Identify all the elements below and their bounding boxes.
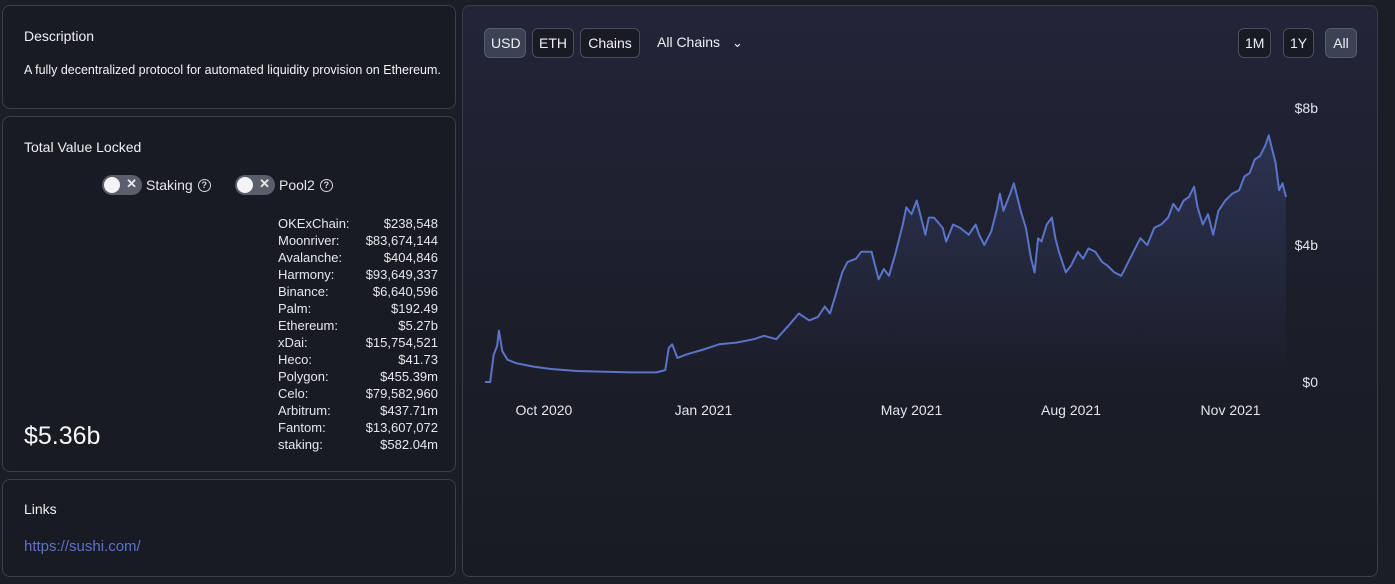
chain-row: Palm: $192.49 [278, 300, 438, 317]
y-tick-label: $4b [1295, 237, 1319, 253]
chain-row: Arbitrum: $437.71m [278, 402, 438, 419]
chain-value: $83,674,144 [365, 233, 438, 248]
x-tick-label: Aug 2021 [1041, 402, 1101, 418]
tvl-area [485, 135, 1286, 382]
chain-name: Harmony: [278, 267, 335, 282]
chain-row: Ethereum: $5.27b [278, 317, 438, 334]
x-tick-label: Oct 2020 [516, 402, 573, 418]
toggle-knob [237, 177, 253, 193]
chain-value: $15,754,521 [365, 335, 438, 350]
chain-value: $582.04m [380, 437, 438, 452]
chain-row: Avalanche: $404,846 [278, 249, 438, 266]
toggle-knob [104, 177, 120, 193]
chain-row: Polygon: $455.39m [278, 368, 438, 385]
chain-value: $6,640,596 [372, 284, 438, 299]
range-1m-button[interactable]: 1M [1238, 28, 1271, 58]
chain-select[interactable]: All Chains ⌄ [657, 34, 743, 51]
tvl-series-line [485, 134, 1287, 383]
chain-name: xDai: [278, 335, 308, 350]
chain-row: staking: $582.04m [278, 436, 438, 453]
help-icon[interactable]: ? [319, 178, 333, 192]
close-icon: ✕ [259, 176, 270, 191]
staking-toggle-label: Staking [146, 177, 193, 193]
chain-name: Avalanche: [278, 250, 343, 265]
chain-name: OKExChain: [278, 216, 350, 231]
chain-name: Moonriver: [278, 233, 340, 248]
website-link[interactable]: https://sushi.com/ [24, 538, 141, 555]
chain-value: $13,607,072 [365, 420, 438, 435]
chain-row: Harmony: $93,649,337 [278, 266, 438, 283]
pool2-toggle-group: ✕ Pool2 ? [235, 175, 333, 195]
chain-name: Arbitrum: [278, 403, 331, 418]
help-icon[interactable]: ? [197, 178, 211, 192]
tvl-chart: $0 $4b $8b Oct 2020 Jan 2021 May 2021 Aug 2021… [485, 100, 1319, 418]
chain-value: $437.71m [380, 403, 438, 418]
chain-row: Moonriver: $83,674,144 [278, 232, 438, 249]
chain-name: staking: [278, 437, 323, 452]
tvl-total-value: $5.36b [24, 422, 101, 450]
pool2-toggle-label: Pool2 [279, 177, 315, 193]
staking-toggle-group: ✕ Staking ? [102, 175, 211, 195]
chains-button[interactable]: Chains [580, 28, 640, 58]
chevron-down-icon: ⌄ [732, 35, 743, 50]
range-1y-button[interactable]: 1Y [1283, 28, 1314, 58]
y-tick-label: $0 [1302, 374, 1318, 390]
tvl-panel: Total Value Locked ✕ Staking ? ✕ Pool2 ?… [2, 116, 456, 472]
chain-name: Heco: [278, 352, 312, 367]
x-tick-label: May 2021 [881, 402, 943, 418]
range-all-button[interactable]: All [1325, 28, 1357, 58]
tvl-title: Total Value Locked [24, 139, 142, 155]
chain-value: $5.27b [398, 318, 438, 333]
chain-value: $404,846 [383, 250, 438, 265]
chain-row: Celo: $79,582,960 [278, 385, 438, 402]
chain-row: xDai: $15,754,521 [278, 334, 438, 351]
chain-name: Fantom: [278, 420, 326, 435]
chain-name: Ethereum: [278, 318, 338, 333]
chain-value: $93,649,337 [365, 267, 438, 282]
x-tick-label: Nov 2021 [1201, 402, 1261, 418]
chain-value: $455.39m [380, 369, 438, 384]
chain-row: Heco: $41.73 [278, 351, 438, 368]
pool2-toggle[interactable]: ✕ [235, 175, 275, 195]
description-text: A fully decentralized protocol for autom… [24, 63, 441, 77]
chain-name: Celo: [278, 386, 309, 401]
chain-name: Polygon: [278, 369, 329, 384]
chain-row: Fantom: $13,607,072 [278, 419, 438, 436]
chain-row: OKExChain: $238,548 [278, 215, 438, 232]
x-tick-label: Jan 2021 [675, 402, 733, 418]
chain-name: Binance: [278, 284, 329, 299]
chain-value: $79,582,960 [365, 386, 438, 401]
usd-button[interactable]: USD [484, 28, 526, 58]
description-title: Description [24, 28, 95, 44]
chain-value: $238,548 [383, 216, 438, 231]
description-panel: Description A fully decentralized protoc… [2, 5, 456, 109]
chain-select-value: All Chains [657, 34, 721, 50]
links-panel: Links https://sushi.com/ [2, 479, 456, 577]
chart-panel: $0 $4b $8b Oct 2020 Jan 2021 May 2021 Aug 2021… [462, 5, 1378, 577]
chain-row: Binance: $6,640,596 [278, 283, 438, 300]
close-icon: ✕ [126, 176, 137, 191]
chain-tvl-list: OKExChain: $238,548 Moonriver: $83,674,144… [278, 215, 438, 453]
chain-value: $41.73 [398, 352, 438, 367]
eth-button[interactable]: ETH [532, 28, 574, 58]
staking-toggle[interactable]: ✕ [102, 175, 142, 195]
chain-value: $192.49 [391, 301, 438, 316]
chain-name: Palm: [278, 301, 312, 316]
y-tick-label: $8b [1295, 100, 1319, 116]
links-title: Links [24, 501, 57, 517]
